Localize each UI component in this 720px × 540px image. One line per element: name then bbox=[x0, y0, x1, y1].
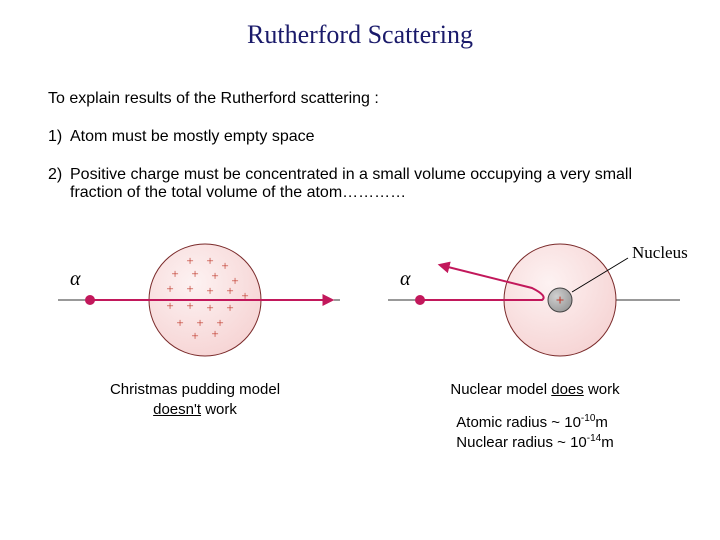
svg-text:Nucleus: Nucleus bbox=[632, 243, 688, 262]
svg-text:+: + bbox=[206, 253, 213, 268]
page-title: Rutherford Scattering bbox=[0, 0, 720, 50]
nuclear-caption-post: work bbox=[584, 381, 620, 398]
point-1-text: Atom must be mostly empty space bbox=[70, 128, 672, 146]
point-2-text: Positive charge must be concentrated in … bbox=[70, 166, 672, 202]
pudding-diagram: +++++++++++++++++++++α bbox=[40, 230, 350, 370]
pudding-caption-post: work bbox=[201, 401, 237, 418]
svg-text:+: + bbox=[206, 300, 213, 315]
radii-block: Atomic radius ~ 10-10m Nuclear radius ~ … bbox=[456, 412, 613, 453]
svg-text:+: + bbox=[226, 283, 233, 298]
atomic-radius-sup: -10 bbox=[581, 413, 595, 424]
pudding-caption-pre: Christmas pudding model bbox=[110, 381, 280, 398]
nuclear-radius-post: m bbox=[601, 434, 614, 451]
nuclear-caption-pre: Nuclear model bbox=[450, 381, 551, 398]
nuclear-caption: Nuclear model does work bbox=[450, 380, 619, 400]
point-1-num: 1) bbox=[48, 128, 70, 146]
svg-text:+: + bbox=[166, 281, 173, 296]
point-1: 1) Atom must be mostly empty space bbox=[48, 128, 672, 146]
pudding-panel: +++++++++++++++++++++α Christmas pudding… bbox=[40, 230, 350, 453]
svg-text:+: + bbox=[191, 328, 198, 343]
svg-text:+: + bbox=[221, 258, 228, 273]
svg-text:+: + bbox=[176, 315, 183, 330]
atomic-radius-post: m bbox=[595, 414, 608, 431]
svg-text:+: + bbox=[556, 293, 565, 309]
svg-text:α: α bbox=[70, 268, 81, 290]
diagram-row: +++++++++++++++++++++α Christmas pudding… bbox=[0, 230, 720, 453]
atomic-radius-line: Atomic radius ~ 10-10m bbox=[456, 412, 613, 433]
pudding-caption: Christmas pudding model doesn't work bbox=[110, 380, 280, 419]
point-2: 2) Positive charge must be concentrated … bbox=[48, 166, 672, 202]
svg-text:+: + bbox=[186, 281, 193, 296]
point-2-num: 2) bbox=[48, 166, 70, 202]
nuclear-diagram: + α Nucleus bbox=[370, 230, 700, 370]
svg-text:+: + bbox=[211, 268, 218, 283]
atomic-radius-pre: Atomic radius ~ 10 bbox=[456, 414, 581, 431]
nuclear-radius-pre: Nuclear radius ~ 10 bbox=[456, 434, 587, 451]
svg-text:+: + bbox=[191, 266, 198, 281]
nuclear-caption-u: does bbox=[551, 381, 584, 398]
nuclear-radius-sup: -14 bbox=[587, 433, 601, 444]
pudding-caption-u: doesn't bbox=[153, 401, 201, 418]
svg-text:+: + bbox=[171, 266, 178, 281]
nuclear-radius-line: Nuclear radius ~ 10-14m bbox=[456, 432, 613, 453]
svg-text:+: + bbox=[226, 300, 233, 315]
svg-text:+: + bbox=[206, 283, 213, 298]
svg-text:+: + bbox=[211, 326, 218, 341]
nuclear-panel: + α Nucleus Nuclear model does work Atomic… bbox=[370, 230, 700, 453]
intro-text: To explain results of the Rutherford sca… bbox=[48, 90, 720, 108]
svg-text:α: α bbox=[400, 268, 411, 290]
